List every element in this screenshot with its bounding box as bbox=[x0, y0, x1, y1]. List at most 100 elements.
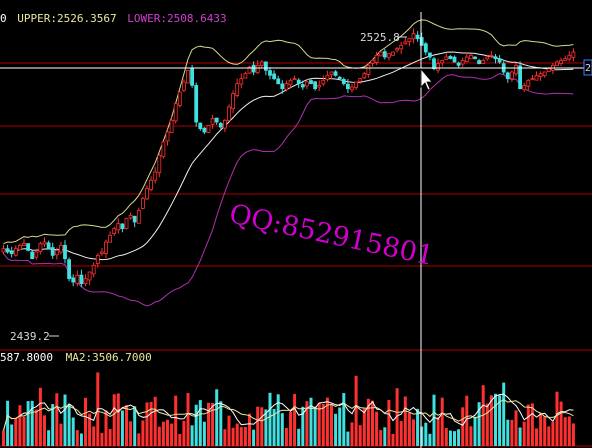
header-prefix: 0 bbox=[0, 12, 7, 25]
candle-body bbox=[534, 74, 539, 81]
candle-body bbox=[366, 64, 371, 75]
ma2-value: 3506.7000 bbox=[92, 351, 152, 364]
volume-bar bbox=[248, 413, 251, 446]
candle-body bbox=[505, 72, 510, 80]
candle-body bbox=[493, 56, 498, 60]
volume-bar bbox=[268, 392, 272, 446]
candle-body bbox=[251, 64, 256, 73]
volume-bar bbox=[252, 429, 256, 446]
volume-bar bbox=[63, 394, 67, 446]
volume-bar bbox=[453, 431, 456, 446]
candle-body bbox=[91, 264, 96, 275]
volume-bar bbox=[354, 375, 358, 446]
volume-bar bbox=[129, 421, 133, 446]
volume-bar bbox=[157, 426, 161, 446]
candle-body bbox=[518, 65, 522, 90]
volume-bar bbox=[59, 423, 63, 446]
candle-body bbox=[75, 274, 80, 284]
candle-body bbox=[514, 64, 518, 75]
candle-body bbox=[136, 209, 141, 224]
volume-bar bbox=[416, 408, 420, 446]
volume-bar bbox=[514, 410, 518, 446]
volume-bar bbox=[145, 402, 149, 446]
volume-bar bbox=[448, 430, 452, 446]
candle-body bbox=[481, 59, 486, 64]
volume-bar bbox=[198, 400, 202, 446]
candle-body bbox=[538, 73, 543, 78]
lower-label: LOWER: bbox=[127, 12, 167, 25]
candle-body bbox=[63, 244, 67, 260]
candle-body bbox=[227, 106, 231, 121]
volume-bar bbox=[161, 421, 165, 446]
candle-body bbox=[222, 119, 227, 129]
volume-bar bbox=[133, 406, 137, 446]
volume-bar bbox=[547, 426, 551, 446]
ma2-label: MA2: bbox=[66, 351, 93, 364]
volume-bar bbox=[383, 427, 387, 446]
candle-body bbox=[288, 79, 293, 86]
volume-bar bbox=[92, 426, 96, 446]
candle-body bbox=[341, 78, 346, 85]
candle-body bbox=[325, 74, 330, 80]
volume-bar bbox=[264, 409, 268, 446]
volume-bar bbox=[551, 421, 555, 446]
volume-bar bbox=[297, 428, 301, 446]
candle-body bbox=[161, 141, 166, 158]
candle-body bbox=[419, 37, 424, 46]
volume-bar bbox=[170, 423, 174, 446]
candle-body bbox=[563, 58, 568, 61]
candle-body bbox=[59, 244, 63, 253]
candle-body bbox=[464, 56, 469, 63]
volume-bar bbox=[309, 397, 313, 446]
candle-body bbox=[116, 223, 121, 231]
candle-body bbox=[329, 71, 334, 76]
candle-body bbox=[485, 56, 490, 60]
candle-body bbox=[169, 119, 174, 133]
volume-bar bbox=[276, 394, 280, 446]
volume-bar bbox=[34, 409, 38, 446]
candle-body bbox=[83, 278, 88, 285]
candle-body bbox=[124, 218, 129, 229]
volume-bar bbox=[362, 408, 366, 446]
candle-body bbox=[202, 127, 207, 133]
volume-bar bbox=[256, 406, 260, 446]
candle-body bbox=[13, 248, 18, 256]
volume-bar bbox=[522, 421, 526, 446]
candle-body bbox=[206, 124, 211, 133]
candle-body bbox=[268, 70, 272, 76]
volume-bar bbox=[219, 401, 223, 446]
volume-bar bbox=[366, 398, 370, 446]
candle-body bbox=[448, 55, 453, 60]
volume-bar bbox=[342, 393, 346, 446]
candle-body bbox=[100, 251, 104, 254]
volume-bar bbox=[325, 397, 329, 446]
volume-bar bbox=[178, 433, 182, 446]
volume-bar bbox=[436, 417, 440, 446]
volume-bar bbox=[313, 406, 317, 446]
candle-body bbox=[436, 63, 441, 71]
candle-body bbox=[374, 54, 379, 63]
candle-body bbox=[452, 56, 457, 63]
volume-bar bbox=[305, 401, 309, 446]
candle-body bbox=[395, 48, 400, 51]
volume-bar bbox=[424, 422, 428, 446]
volume-bar bbox=[301, 406, 305, 446]
volume-bar bbox=[444, 427, 448, 446]
volume-bar bbox=[420, 426, 424, 446]
volume-bar bbox=[26, 401, 30, 446]
volume-bar bbox=[477, 402, 481, 446]
candle-body bbox=[165, 131, 170, 142]
candle-body bbox=[181, 81, 186, 91]
candle-body bbox=[1, 248, 6, 253]
volume-bar bbox=[260, 407, 264, 446]
volume-bar bbox=[473, 416, 477, 446]
candle-body bbox=[22, 243, 26, 246]
candle-body bbox=[423, 43, 428, 53]
volume-bar bbox=[485, 403, 489, 446]
price-header: 0 UPPER:2526.3567 LOWER:2508.6433 bbox=[0, 12, 227, 25]
candle-body bbox=[542, 71, 547, 77]
candle-body bbox=[235, 83, 240, 96]
candle-body bbox=[321, 79, 326, 85]
candle-body bbox=[272, 73, 277, 80]
